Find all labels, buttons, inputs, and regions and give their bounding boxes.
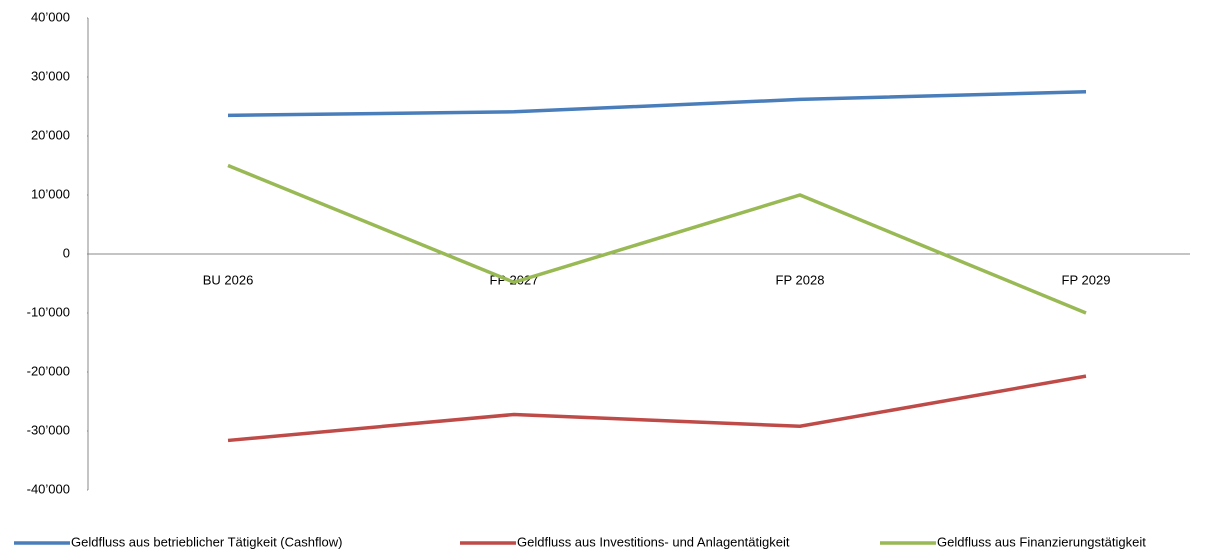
x-tick-label: BU 2026 <box>203 272 254 287</box>
y-tick-label: 10’000 <box>31 186 70 201</box>
y-tick-label: 30’000 <box>31 68 70 83</box>
series-line <box>227 90 1087 118</box>
series-line <box>227 374 1087 443</box>
legend-label: Geldfluss aus Finanzierungstätigkeit <box>937 534 1146 549</box>
y-tick-label: -40’000 <box>27 481 70 496</box>
x-tick-label: FP 2029 <box>1062 272 1111 287</box>
legend-label: Geldfluss aus Investitions- und Anlagent… <box>517 534 790 549</box>
y-tick-label: -30’000 <box>27 422 70 437</box>
x-tick-label: FP 2028 <box>776 272 825 287</box>
y-tick-label: 40’000 <box>31 9 70 24</box>
legend-label: Geldfluss aus betrieblicher Tätigkeit (C… <box>71 534 342 549</box>
y-tick-label: -10’000 <box>27 304 70 319</box>
series-line <box>227 163 1087 315</box>
y-tick-label: -20’000 <box>27 363 70 378</box>
y-tick-label: 20’000 <box>31 127 70 142</box>
y-tick-label: 0 <box>63 245 70 260</box>
